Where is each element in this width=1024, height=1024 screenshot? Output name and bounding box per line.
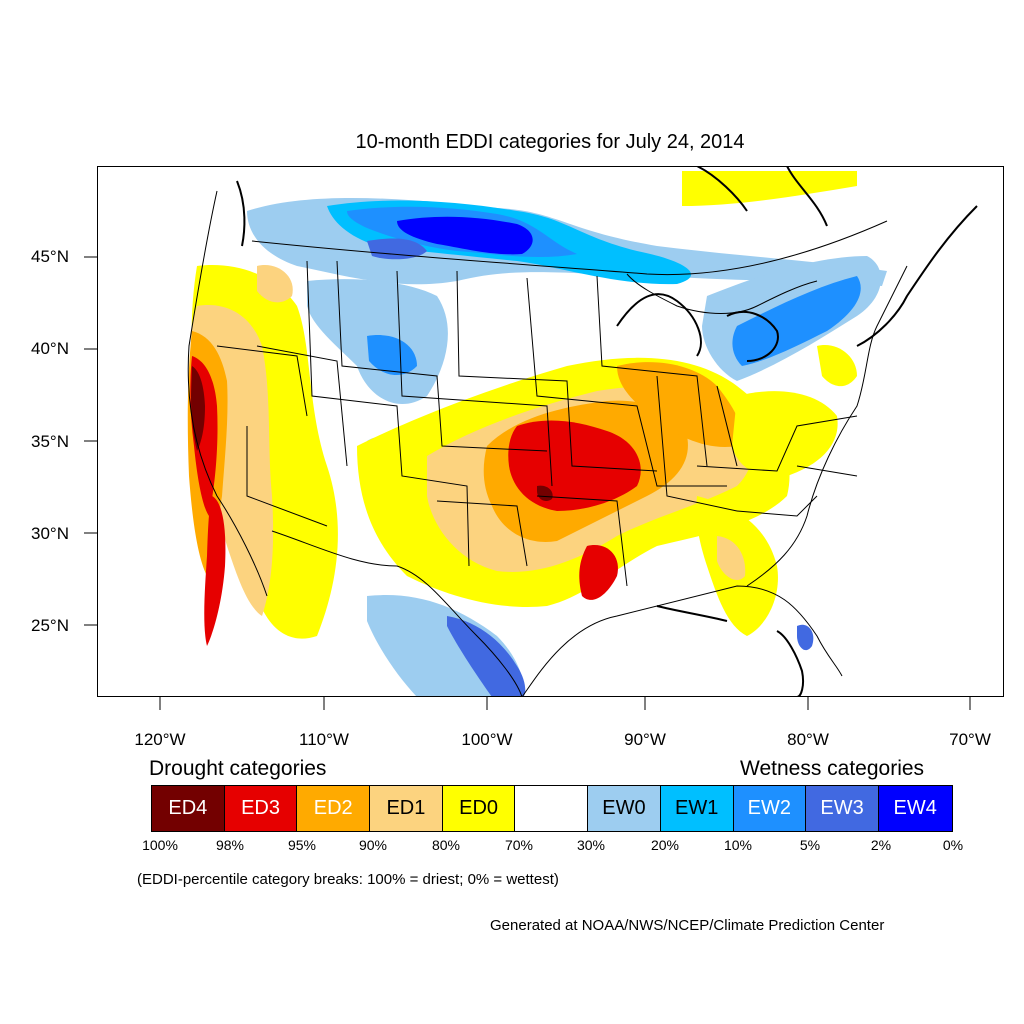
wet-region-northern-plains [307,279,448,466]
lat-label: 30°N [31,524,69,543]
coastline [236,166,978,697]
map-title: 10-month EDDI categories for July 24, 20… [355,131,745,153]
percentile-break: 20% [650,837,680,853]
wet-region-great-lakes [702,256,881,381]
legend-box-ed0: ED0 [442,786,516,831]
category-note: (EDDI-percentile category breaks: 100% =… [137,871,559,888]
lon-label: 110°W [299,730,349,749]
lon-label: 120°W [134,730,186,749]
lon-label: 100°W [461,730,513,749]
drought-legend-title: Drought categories [149,757,327,780]
percentile-break: 2% [870,837,892,853]
percentile-break: 100% [142,837,178,853]
percentile-break: 90% [358,837,388,853]
percentile-break: 5% [799,837,821,853]
lat-label: 45°N [31,247,69,266]
dry-region-plains [357,357,790,607]
lat-label: 40°N [31,339,69,358]
legend-box-ed1: ED1 [370,786,443,831]
percentile-break: 80% [431,837,461,853]
legend-box-ed2: ED2 [297,786,371,831]
legend-box-ew2: EW2 [733,786,807,831]
legend-box-ew4: EW4 [878,786,952,831]
lon-label: 80°W [787,730,829,749]
legend-box-ew3: EW3 [806,786,879,831]
credit-line: Generated at NOAA/NWS/NCEP/Climate Predi… [490,917,885,934]
legend-box-ed3: ED3 [224,786,298,831]
percentile-break: 98% [215,837,245,853]
legend-box-ed4: ED4 [152,786,225,831]
lat-label: 35°N [31,432,69,451]
percentile-break: 70% [504,837,534,853]
boundaries [187,190,908,697]
percentile-break: 95% [287,837,317,853]
wetness-legend-title: Wetness categories [740,757,925,780]
color-bar: ED4 ED3 ED2 ED1 ED0 EW0 EW1 EW2 EW3 EW4 [151,785,953,832]
wet-region-north [247,197,887,286]
lon-label: 90°W [624,730,666,749]
legend-box-ew0: EW0 [588,786,661,831]
legend-box-ew1: EW1 [660,786,734,831]
eddi-map [97,166,1004,697]
percentile-break: 30% [576,837,606,853]
percentile-break: 10% [723,837,753,853]
lon-label: 70°W [949,730,991,749]
percentile-break: 0% [942,837,964,853]
dry-region-east [682,171,857,636]
map-area [97,166,1004,697]
lat-label: 25°N [31,616,69,635]
legend-box-normal [515,786,589,831]
dry-region-west [187,265,338,646]
